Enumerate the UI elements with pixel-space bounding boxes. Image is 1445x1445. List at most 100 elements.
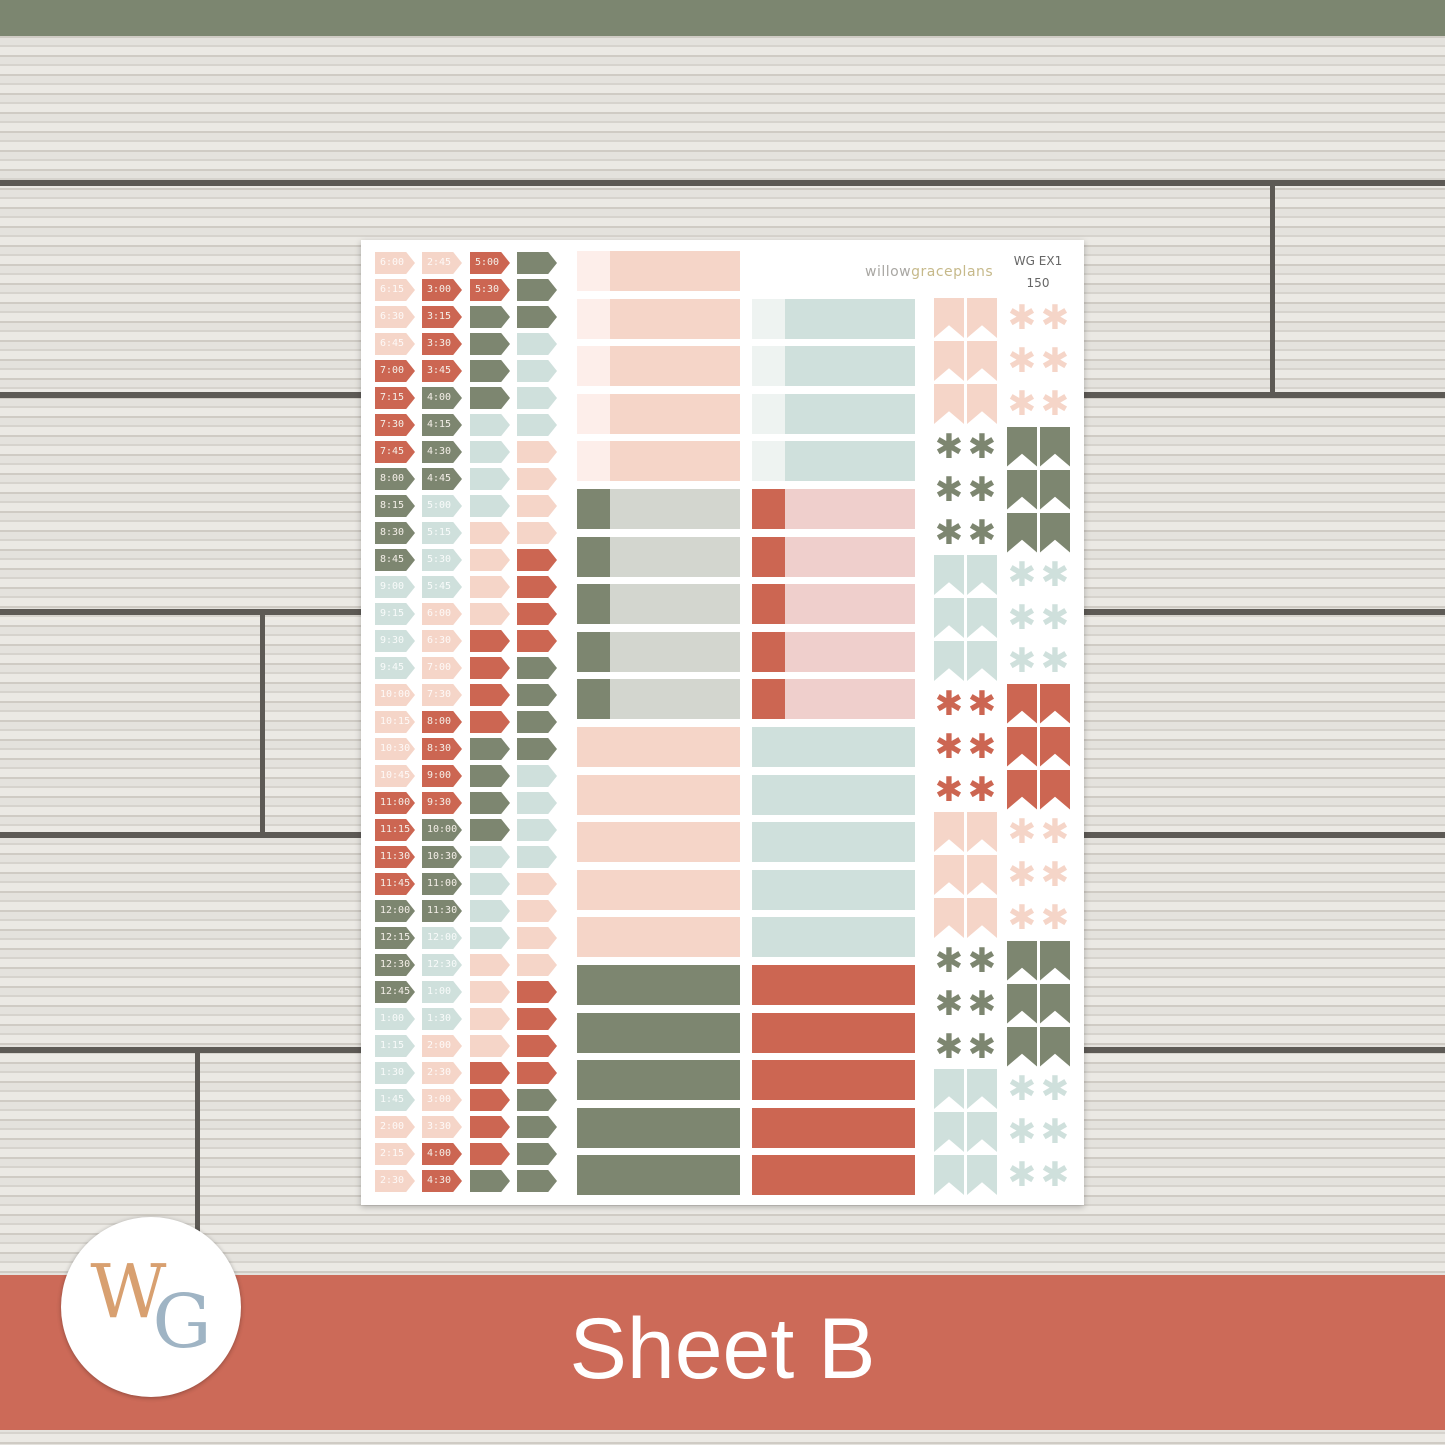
brand-suffix: graceplans [911, 264, 994, 280]
time-flag-sticker [517, 576, 557, 598]
checklist-box-stub [752, 965, 786, 1005]
checklist-box-sticker [785, 1107, 915, 1148]
time-flag-sticker [517, 846, 557, 868]
time-flag-sticker [470, 387, 510, 409]
time-flag-sticker [517, 1035, 557, 1057]
asterisk-icon: ✱ [1040, 1112, 1070, 1152]
checklist-box-stub [577, 346, 611, 387]
time-flag-sticker [517, 765, 557, 787]
time-flag-sticker: 4:00 [422, 1143, 462, 1165]
banner-flag-icon [934, 855, 964, 895]
checklist-box-sticker [610, 489, 740, 529]
time-flag-sticker: 10:45 [375, 765, 415, 787]
banner-flag-icon [934, 1069, 964, 1109]
checklist-box-sticker [785, 489, 915, 529]
time-flag-sticker: 11:00 [422, 873, 462, 895]
asterisk-icon: ✱ [1040, 384, 1070, 424]
time-flag-sticker [517, 630, 557, 652]
banner-flag-icon [934, 898, 964, 938]
time-flag-sticker: 9:00 [375, 576, 415, 598]
checklist-box-sticker [785, 679, 915, 720]
time-flag-sticker: 6:45 [375, 333, 415, 355]
time-flag-sticker: 1:15 [375, 1035, 415, 1057]
banner-flag-icon [1040, 426, 1070, 467]
checklist-box-stub [577, 441, 611, 482]
checklist-box-sticker [785, 822, 915, 863]
asterisk-icon: ✱ [1007, 855, 1037, 895]
checklist-box-sticker [610, 251, 740, 291]
asterisk-icon: ✱ [967, 769, 997, 810]
asterisk-icon: ✱ [1040, 855, 1070, 895]
time-flag-sticker: 12:00 [422, 927, 462, 949]
time-flag-sticker: 9:15 [375, 603, 415, 625]
time-flag-sticker [517, 333, 557, 355]
time-flag-sticker [517, 1143, 557, 1165]
asterisk-icon: ✱ [967, 726, 997, 767]
checklist-box-stub [752, 584, 786, 625]
checklist-box-sticker [610, 1060, 740, 1101]
time-flag-sticker: 11:30 [375, 846, 415, 868]
checklist-box-stub [752, 1012, 786, 1053]
time-flag-sticker [517, 657, 557, 679]
checklist-box-stub [577, 298, 611, 339]
time-flag-sticker: 9:45 [375, 657, 415, 679]
time-flag-sticker [470, 1008, 510, 1030]
asterisk-icon: ✱ [967, 1026, 997, 1067]
banner-flag-icon [1040, 512, 1070, 553]
time-flag-sticker: 8:00 [422, 711, 462, 733]
checklist-box-sticker [610, 631, 740, 672]
time-flag-sticker [517, 360, 557, 382]
banner-flag-icon [934, 812, 964, 852]
time-flag-sticker: 4:15 [422, 414, 462, 436]
time-flag-sticker: 2:30 [375, 1170, 415, 1192]
banner-flag-icon [967, 555, 997, 595]
asterisk-icon: ✱ [1040, 641, 1070, 681]
checklist-box-stub [577, 584, 611, 625]
time-flag-sticker: 2:45 [422, 252, 462, 274]
time-flag-sticker: 8:00 [375, 468, 415, 490]
asterisk-icon: ✱ [1040, 1155, 1070, 1195]
asterisk-icon: ✱ [1007, 898, 1037, 938]
time-flag-sticker [470, 1062, 510, 1084]
asterisk-icon: ✱ [967, 983, 997, 1024]
asterisk-icon: ✱ [934, 769, 964, 810]
checklist-box-stub [752, 917, 786, 958]
time-flag-sticker: 12:45 [375, 981, 415, 1003]
asterisk-icon: ✱ [1040, 812, 1070, 852]
time-flag-sticker [517, 819, 557, 841]
checklist-box-stub [577, 1107, 611, 1148]
banner-flag-icon [1040, 1026, 1070, 1067]
plank-seam [260, 615, 265, 832]
plank-seam [1270, 186, 1275, 392]
banner-flag-icon [1040, 940, 1070, 981]
time-flag-sticker [517, 1116, 557, 1138]
wg-logo: W G [61, 1217, 241, 1397]
time-flag-sticker [517, 981, 557, 1003]
asterisk-icon: ✱ [967, 683, 997, 724]
asterisk-icon: ✱ [967, 940, 997, 981]
time-flag-sticker [470, 900, 510, 922]
time-flag-sticker: 1:30 [422, 1008, 462, 1030]
asterisk-icon: ✱ [1007, 598, 1037, 638]
time-flag-sticker: 5:45 [422, 576, 462, 598]
time-flag-sticker: 10:00 [375, 684, 415, 706]
time-flag-sticker [517, 900, 557, 922]
checklist-box-stub [752, 536, 786, 577]
banner-flag-icon [934, 555, 964, 595]
checklist-box-stub [577, 251, 611, 291]
time-flag-sticker: 3:30 [422, 1116, 462, 1138]
checklist-box-stub [577, 631, 611, 672]
checklist-box-stub [577, 822, 611, 863]
asterisk-icon: ✱ [934, 726, 964, 767]
checklist-box-stub [577, 489, 611, 529]
asterisk-icon: ✱ [1040, 341, 1070, 381]
time-flag-sticker: 6:15 [375, 279, 415, 301]
time-flag-sticker [470, 630, 510, 652]
banner-flag-icon [934, 341, 964, 381]
asterisk-icon: ✱ [934, 983, 964, 1024]
checklist-box-stub [577, 917, 611, 958]
asterisk-icon: ✱ [1007, 812, 1037, 852]
time-flag-sticker: 12:15 [375, 927, 415, 949]
time-flag-sticker [517, 603, 557, 625]
checklist-box-stub [752, 869, 786, 910]
